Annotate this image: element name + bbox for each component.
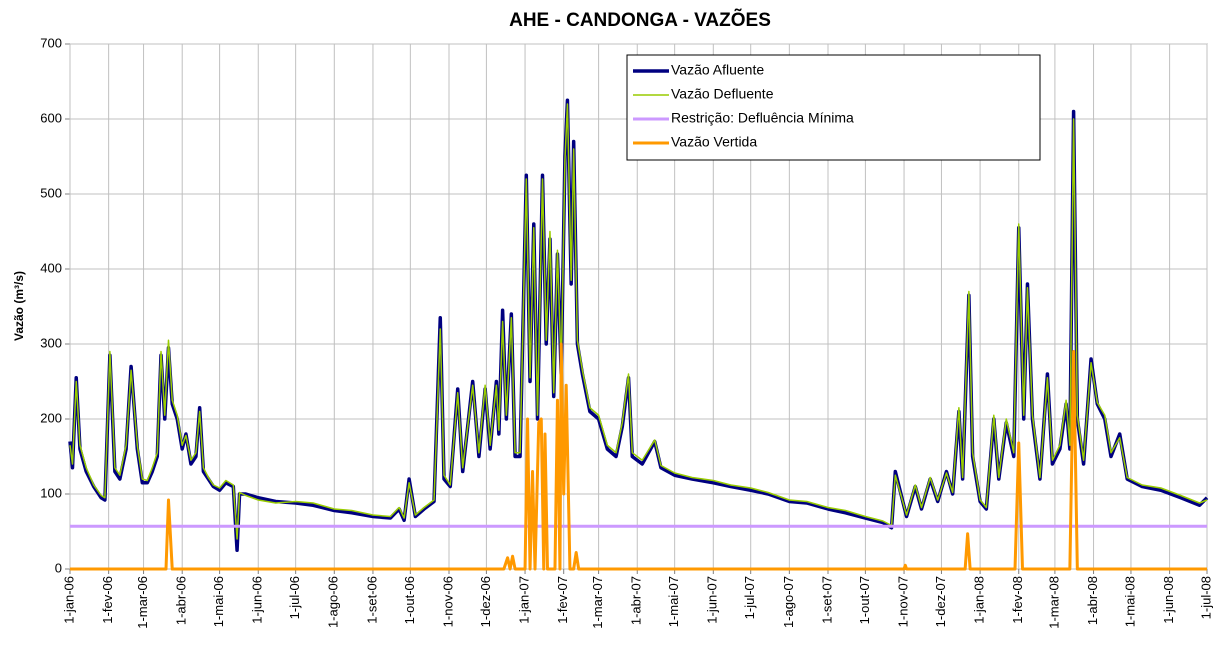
x-tick-label: 1-jan-08	[972, 576, 987, 624]
legend-label: Vazão Afluente	[671, 62, 764, 78]
x-tick-label: 1-nov-06	[440, 576, 455, 627]
y-tick-label: 200	[40, 410, 62, 425]
x-tick-label: 1-mai-07	[666, 576, 681, 627]
x-tick-label: 1-mar-06	[135, 576, 150, 629]
y-tick-label: 0	[55, 560, 62, 575]
x-tick-label: 1-mai-06	[211, 576, 226, 627]
legend-box	[626, 54, 1041, 161]
x-tick-label: 1-set-07	[819, 576, 834, 624]
x-tick-label: 1-ago-06	[326, 576, 341, 628]
legend-label: Vazão Defluente	[671, 86, 774, 102]
x-tick-label: 1-jun-06	[250, 576, 265, 624]
series-line	[69, 103, 1208, 540]
x-tick-label: 1-fev-06	[100, 576, 115, 624]
x-tick-label: 1-out-07	[857, 576, 872, 624]
x-tick-label: 1-mar-08	[1046, 576, 1061, 629]
x-tick-label: 1-dez-07	[933, 576, 948, 627]
x-tick-label: 1-fev-08	[1010, 576, 1025, 624]
x-tick-label: 1-jul-07	[742, 576, 757, 619]
x-tick-label: 1-jan-07	[516, 576, 531, 624]
chart-title: AHE - CANDONGA - VAZÕES	[509, 9, 771, 31]
x-tick-label: 1-mai-08	[1122, 576, 1137, 627]
x-tick-label: 1-jul-06	[287, 576, 302, 619]
y-tick-label: 300	[40, 335, 62, 350]
x-tick-label: 1-jul-08	[1198, 576, 1213, 619]
legend-label: Restrição: Defluência Mínima	[671, 110, 854, 126]
x-tick-label: 1-jun-08	[1161, 576, 1176, 624]
series-line	[70, 342, 1207, 571]
y-tick-label: 700	[40, 35, 62, 50]
x-tick-label: 1-ago-07	[781, 576, 796, 628]
y-tick-label: 600	[40, 110, 62, 125]
legend-label: Vazão Vertida	[671, 134, 757, 150]
x-tick-label: 1-jun-07	[705, 576, 720, 624]
x-tick-label: 1-abr-06	[174, 576, 189, 625]
x-tick-label: 1-out-06	[402, 576, 417, 624]
x-tick-label: 1-jan-06	[61, 576, 76, 624]
x-tick-label: 1-dez-06	[478, 576, 493, 627]
x-tick-label: 1-fev-07	[555, 576, 570, 624]
x-tick-label: 1-abr-07	[629, 576, 644, 625]
y-tick-label: 500	[40, 185, 62, 200]
x-tick-label: 1-set-06	[364, 576, 379, 624]
y-tick-label: 400	[40, 260, 62, 275]
x-tick-label: 1-nov-07	[895, 576, 910, 627]
y-tick-label: 100	[40, 485, 62, 500]
y-axis-label: Vazão (m³/s)	[12, 271, 26, 341]
x-tick-label: 1-abr-08	[1085, 576, 1100, 625]
x-tick-label: 1-mar-07	[590, 576, 605, 629]
